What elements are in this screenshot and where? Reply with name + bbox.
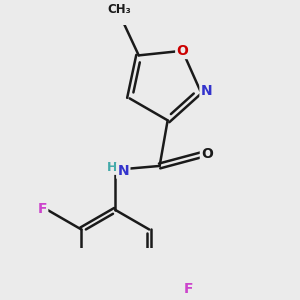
Text: F: F [184,282,193,296]
Text: N: N [118,164,129,178]
Text: O: O [201,147,213,161]
Text: F: F [38,202,47,216]
Text: O: O [176,44,188,58]
Text: N: N [201,84,212,98]
Text: CH₃: CH₃ [107,3,131,16]
Text: H: H [106,161,117,174]
